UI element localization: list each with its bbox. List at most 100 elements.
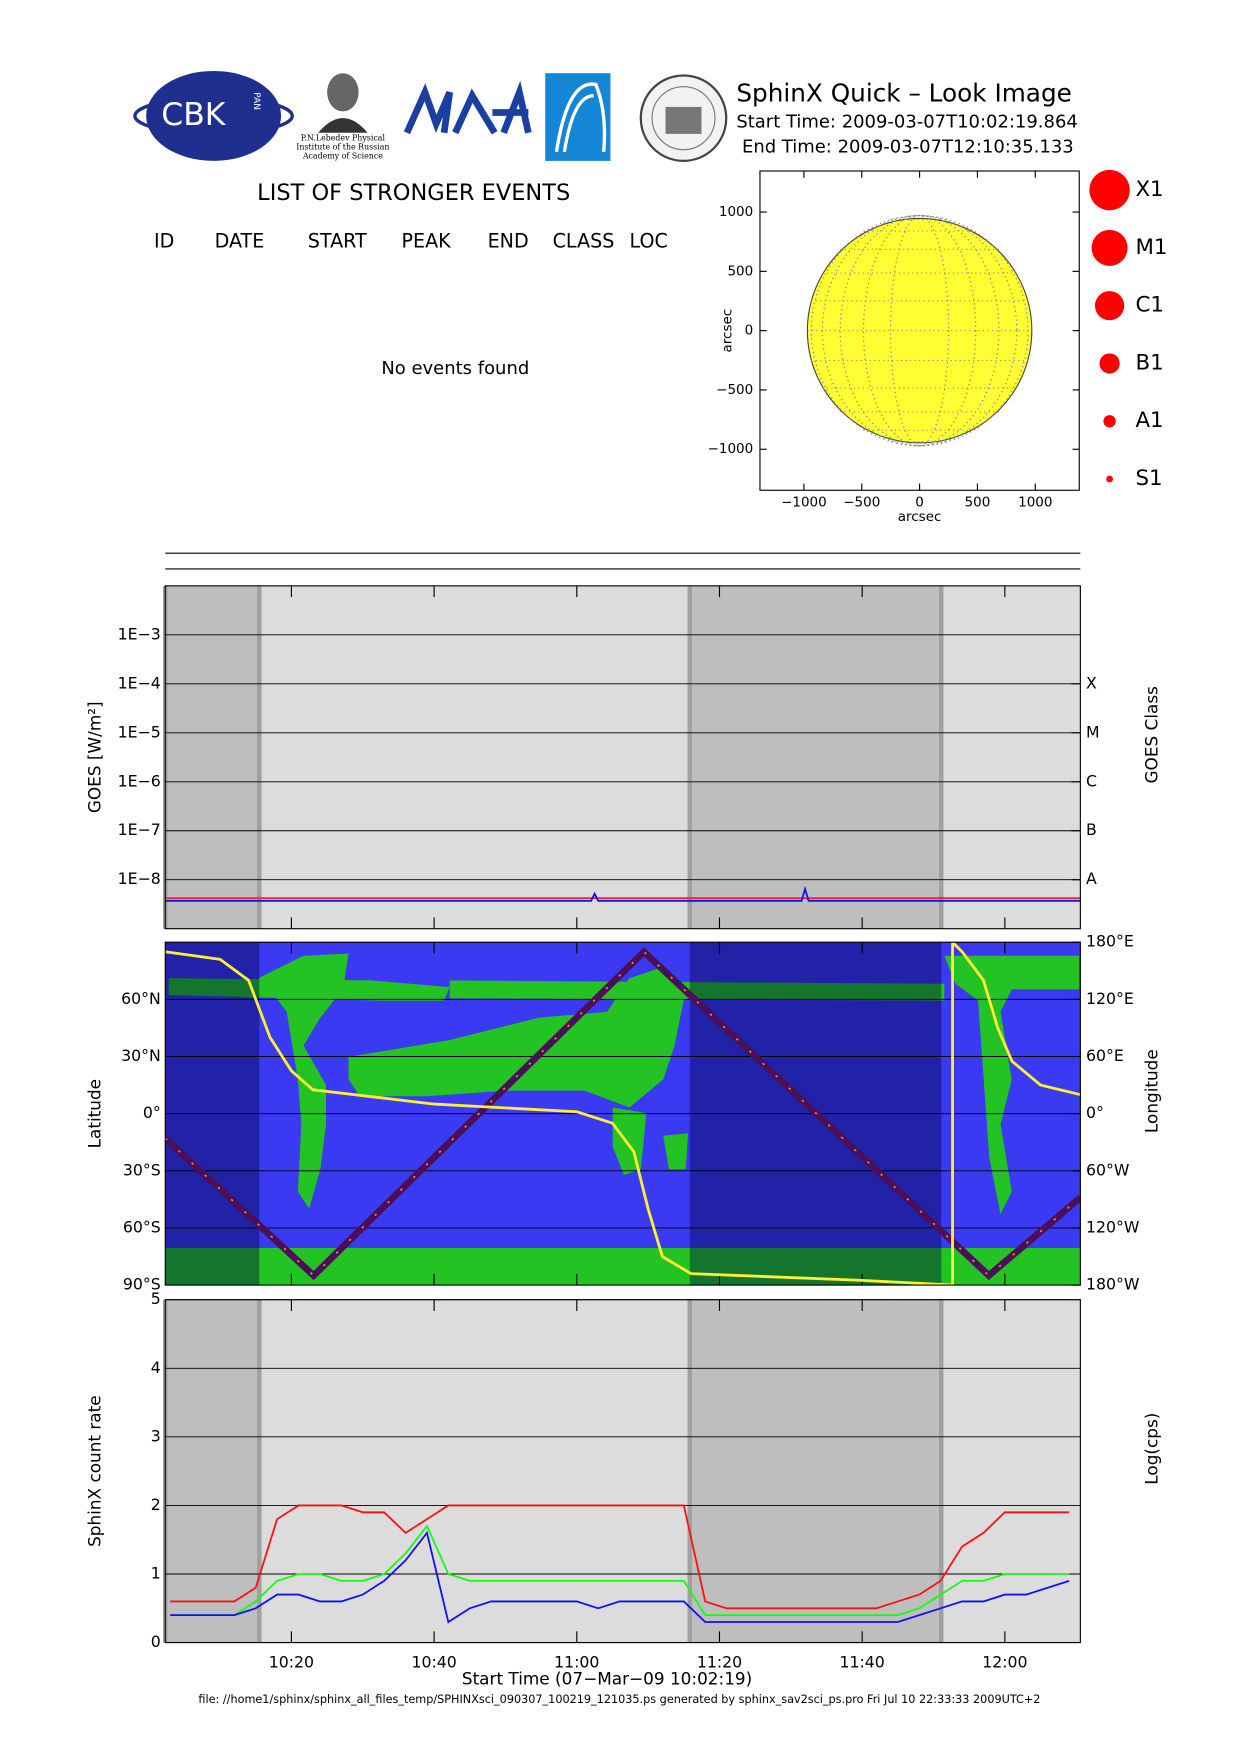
logo-text: PAN <box>251 92 261 110</box>
x-axis-label: Start Time (07−Mar−09 10:02:19) <box>462 1669 752 1689</box>
y2-tick-label: 0° <box>1086 1103 1104 1122</box>
y-tick-label: 0° <box>143 1103 161 1122</box>
y2-tick-label: M <box>1086 722 1100 741</box>
series-line <box>165 947 1081 1281</box>
y-tick-label: 1E−8 <box>118 869 161 888</box>
y-tick-label: 1E−6 <box>118 771 161 790</box>
y-tick-label: 3 <box>151 1426 161 1445</box>
y2-tick-label: 60°E <box>1086 1046 1124 1065</box>
logo-text: CBK <box>161 97 227 133</box>
frame <box>164 585 1081 930</box>
y2-tick-label: X <box>1086 673 1097 692</box>
y-axis-label: arcsec <box>719 309 735 353</box>
logo-seal <box>639 74 728 163</box>
y2-axis-label: GOES Class <box>1141 686 1161 783</box>
events-message: No events found <box>381 358 529 379</box>
y-tick-label: −1000 <box>708 441 754 457</box>
meridian <box>889 215 950 447</box>
legend-marker <box>1099 353 1120 374</box>
y2-axis-label: Longitude <box>1141 1049 1161 1133</box>
y2-tick-label: 120°E <box>1086 989 1134 1008</box>
logo-lebedev: P.N.Lebedev Physical Institute of the Ru… <box>296 73 389 160</box>
legend-marker <box>1094 291 1125 321</box>
end-time: End Time: 2009-03-07T12:10:35.133 <box>742 136 1074 157</box>
goes-panel: 1E−8 1E−7 1E−6 1E−5 1E−4 1E−3 A B C M X GOES [W/m²]… <box>85 585 1161 930</box>
legend-label: B1 <box>1135 350 1163 375</box>
y2-tick-label: 60°W <box>1086 1160 1130 1179</box>
legend-marker <box>1103 415 1116 428</box>
y-tick-label: 1E−4 <box>118 673 161 692</box>
y2-tick-label: 180°E <box>1086 932 1134 951</box>
y-tick-label: 1 <box>151 1564 161 1583</box>
y-tick-label: 4 <box>151 1358 161 1377</box>
column-header: CLASS <box>553 229 615 252</box>
x-tick-label: 10:20 <box>269 1652 314 1671</box>
legend-marker <box>1106 475 1113 483</box>
y-tick-label: 30°S <box>123 1160 161 1179</box>
logo-text: Institute of the Russian <box>296 142 389 151</box>
y2-axis-label: Log(cps) <box>1141 1413 1161 1485</box>
legend-label: C1 <box>1135 293 1163 318</box>
y-tick-label: 1E−3 <box>118 624 161 643</box>
y-tick-label: 1000 <box>719 204 753 220</box>
y-tick-label: 30°N <box>121 1046 161 1065</box>
shaded-interval <box>689 585 942 929</box>
x-tick-label: 11:20 <box>697 1652 742 1671</box>
map-panel: 90°S 60°S 30°S 0° 30°N 60°N 180°W 120°W 60°W 0° 60… <box>85 932 1162 1294</box>
start-time: Start Time: 2009-03-07T10:02:19.864 <box>736 112 1077 133</box>
y-tick-label: 500 <box>727 263 753 279</box>
count-panel: 0 1 2 3 4 5 10:20 10:40 11:00 11:20 11:40 12:00 Sphi… <box>85 1289 1162 1688</box>
column-header: PEAK <box>401 229 451 252</box>
column-header: START <box>308 229 367 252</box>
logo-cbk: CBK PAN <box>133 70 294 161</box>
y-axis-label: Latitude <box>85 1079 105 1148</box>
y2-tick-label: C <box>1086 771 1097 790</box>
x-tick-label: 11:00 <box>554 1652 599 1671</box>
y-tick-label: −500 <box>716 382 753 398</box>
column-header: LOC <box>629 229 667 252</box>
shaded-interval <box>689 1299 942 1643</box>
frame <box>164 1299 1081 1644</box>
y-tick-label: 90°S <box>123 1275 161 1294</box>
x-tick-label: 10:40 <box>411 1652 456 1671</box>
y-tick-label: 60°S <box>123 1217 161 1236</box>
legend-label: X1 <box>1135 177 1163 202</box>
frame <box>164 941 1081 1286</box>
size-legend: X1 M1 C1 B1 A1 S1 <box>1089 169 1167 491</box>
series-line <box>165 942 1081 1286</box>
x-tick-label: 500 <box>965 495 991 511</box>
x-tick-label: 11:40 <box>840 1652 885 1671</box>
meridian <box>862 215 977 447</box>
y-tick-label: 2 <box>151 1495 161 1514</box>
y2-tick-label: A <box>1086 869 1097 888</box>
logo-iki <box>545 73 611 161</box>
x-tick-label: 0 <box>915 495 924 511</box>
y-axis-label: GOES [W/m²] <box>85 701 105 813</box>
x-tick-label: 1000 <box>1018 495 1052 511</box>
series-line <box>170 1504 1070 1610</box>
y-tick-label: 5 <box>151 1289 161 1308</box>
events-header: ID DATE START PEAK END CLASS LOC <box>154 229 668 252</box>
y-tick-label: 0 <box>745 323 754 339</box>
legend-label: M1 <box>1135 235 1167 260</box>
series-line <box>165 885 1081 902</box>
series-line <box>170 1530 1070 1624</box>
y-tick-label: 1E−5 <box>118 722 161 741</box>
shaded-interval <box>165 1299 260 1643</box>
y2-tick-label: B <box>1086 820 1097 839</box>
legend-label: S1 <box>1135 466 1162 491</box>
column-header: ID <box>154 229 174 252</box>
y2-tick-label: 120°W <box>1086 1217 1140 1236</box>
legend-label: A1 <box>1135 408 1163 433</box>
y-tick-label: 60°N <box>121 989 161 1008</box>
logo-mipt <box>403 80 532 135</box>
logo-text: Academy of Science <box>302 151 383 160</box>
logo-text: P.N.Lebedev Physical <box>301 133 386 142</box>
x-tick-label: −500 <box>843 495 880 511</box>
x-tick-label: 12:00 <box>982 1652 1027 1671</box>
series-line <box>170 1524 1070 1617</box>
y-tick-label: 0 <box>151 1632 161 1651</box>
x-axis-label: arcsec <box>898 509 942 525</box>
column-header: DATE <box>215 229 265 252</box>
legend-marker <box>1089 169 1130 211</box>
